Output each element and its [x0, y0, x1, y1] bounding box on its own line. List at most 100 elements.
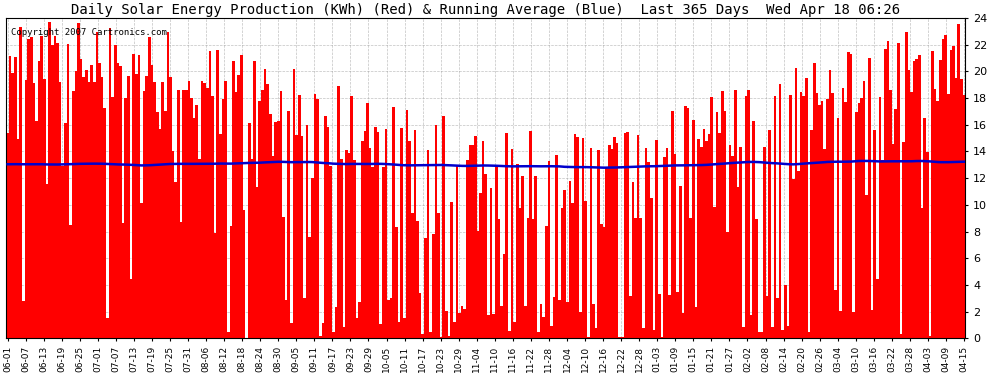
- Bar: [627, 132, 629, 338]
- Bar: [721, 91, 724, 338]
- Bar: [755, 219, 757, 338]
- Bar: [787, 326, 789, 338]
- Bar: [868, 58, 871, 338]
- Bar: [629, 296, 632, 338]
- Bar: [85, 70, 88, 338]
- Bar: [555, 155, 558, 338]
- Bar: [419, 293, 422, 338]
- Text: Copyright 2007 Cartronics.com: Copyright 2007 Cartronics.com: [11, 27, 167, 36]
- Bar: [458, 314, 460, 338]
- Bar: [813, 63, 816, 338]
- Bar: [96, 32, 98, 338]
- Bar: [138, 55, 141, 338]
- Bar: [660, 337, 663, 338]
- Bar: [952, 46, 954, 338]
- Bar: [905, 32, 908, 338]
- Bar: [338, 86, 340, 338]
- Bar: [58, 82, 61, 338]
- Bar: [900, 334, 902, 338]
- Bar: [563, 190, 566, 338]
- Bar: [929, 336, 932, 338]
- Bar: [463, 309, 466, 338]
- Bar: [600, 224, 603, 338]
- Bar: [30, 37, 33, 338]
- Bar: [514, 322, 516, 338]
- Bar: [584, 201, 587, 338]
- Bar: [713, 207, 716, 338]
- Bar: [865, 195, 868, 338]
- Bar: [603, 227, 605, 338]
- Bar: [855, 112, 857, 338]
- Bar: [808, 333, 810, 338]
- Bar: [776, 298, 779, 338]
- Bar: [319, 336, 322, 338]
- Bar: [940, 60, 941, 338]
- Bar: [158, 129, 161, 338]
- Bar: [301, 136, 303, 338]
- Bar: [41, 36, 43, 338]
- Bar: [613, 137, 616, 338]
- Bar: [532, 219, 535, 338]
- Bar: [253, 61, 255, 338]
- Bar: [781, 330, 784, 338]
- Bar: [25, 81, 28, 338]
- Bar: [568, 181, 571, 338]
- Bar: [789, 95, 792, 338]
- Bar: [174, 182, 177, 338]
- Bar: [127, 76, 130, 338]
- Bar: [277, 121, 279, 338]
- Bar: [490, 188, 492, 338]
- Bar: [266, 84, 269, 338]
- Bar: [290, 323, 293, 338]
- Bar: [960, 79, 962, 338]
- Bar: [844, 102, 847, 338]
- Bar: [873, 130, 876, 338]
- Bar: [443, 116, 446, 338]
- Bar: [508, 331, 511, 338]
- Bar: [894, 109, 897, 338]
- Bar: [954, 78, 957, 338]
- Bar: [590, 148, 592, 338]
- Bar: [125, 99, 127, 338]
- Bar: [527, 219, 529, 338]
- Bar: [605, 168, 608, 338]
- Bar: [350, 96, 353, 338]
- Bar: [711, 97, 713, 338]
- Bar: [535, 176, 537, 338]
- Bar: [74, 70, 77, 338]
- Bar: [392, 107, 395, 338]
- Bar: [479, 193, 482, 338]
- Bar: [22, 301, 25, 338]
- Bar: [114, 45, 117, 338]
- Bar: [792, 179, 795, 338]
- Bar: [908, 70, 910, 338]
- Bar: [918, 55, 921, 338]
- Bar: [763, 147, 765, 338]
- Bar: [117, 63, 119, 338]
- Bar: [43, 79, 46, 338]
- Bar: [847, 52, 849, 338]
- Bar: [619, 337, 621, 338]
- Bar: [832, 93, 834, 338]
- Bar: [582, 138, 584, 338]
- Bar: [852, 312, 855, 338]
- Bar: [681, 313, 684, 338]
- Bar: [130, 279, 133, 338]
- Bar: [516, 164, 519, 338]
- Bar: [676, 292, 679, 338]
- Bar: [752, 121, 755, 338]
- Bar: [663, 157, 666, 338]
- Bar: [849, 54, 852, 338]
- Bar: [560, 208, 563, 338]
- Title: Daily Solar Energy Production (KWh) (Red) & Running Average (Blue)  Last 365 Day: Daily Solar Energy Production (KWh) (Red…: [71, 3, 900, 17]
- Bar: [566, 302, 568, 338]
- Bar: [558, 300, 560, 338]
- Bar: [658, 294, 660, 338]
- Bar: [824, 148, 826, 338]
- Bar: [673, 154, 676, 338]
- Bar: [840, 310, 842, 338]
- Bar: [468, 145, 471, 338]
- Bar: [810, 129, 813, 338]
- Bar: [169, 77, 172, 338]
- Bar: [732, 156, 735, 338]
